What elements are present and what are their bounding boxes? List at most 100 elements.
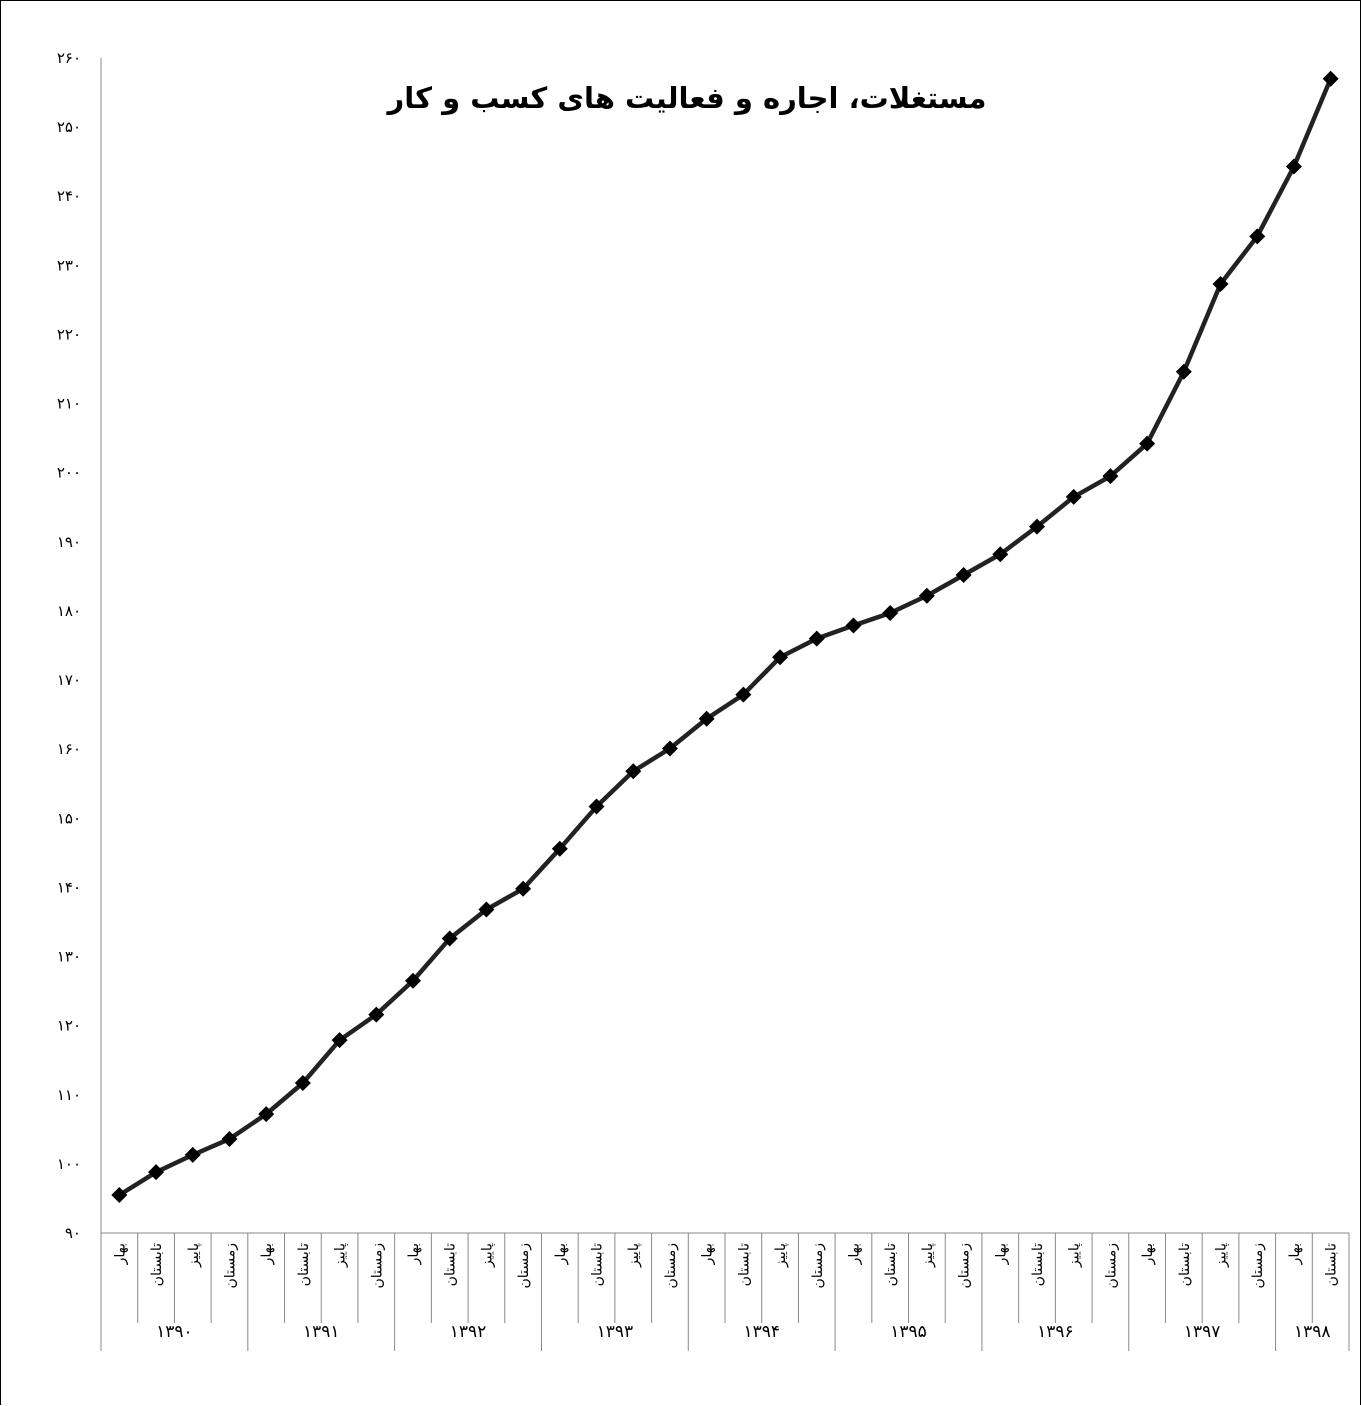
y-tick-label: ۱۷۰ [57,671,81,689]
data-point [294,1075,311,1092]
y-tick-label: ۲۵۰ [57,118,81,136]
y-tick-label: ۲۴۰ [57,187,81,205]
data-point [1065,488,1082,505]
data-point [992,546,1009,563]
x-tick-label-season: زمستان [957,1243,973,1289]
x-tick-label-season: بهار [700,1243,716,1265]
x-tick-label-season: تابستان [443,1243,459,1286]
x-tick-label-year: ۱۳۹۰ [156,1322,193,1342]
x-tick-label-year: ۱۳۹۱ [303,1322,340,1342]
x-tick-label-season: بهار [112,1243,128,1265]
data-point [1249,228,1266,245]
y-tick-labels: ۹۰ ۱۰۰ ۱۱۰ ۱۲۰ ۱۳۰ ۱۴۰ ۱۵۰ ۱۶۰ ۱۷۰ ۱۸۰ ۱۹۰ ۲۰۰ ۲۱۰ ۲۲… [57,49,81,1242]
y-tick-label: ۲۳۰ [57,256,81,274]
x-tick-label-season: پاییز [479,1243,495,1268]
chart-title: مستغلات، اجاره و فعالیت های کسب و کار [386,81,987,115]
y-tick-label: ۲۶۰ [57,49,81,67]
data-point [184,1146,201,1163]
x-tick-label-season: بهار [1140,1243,1156,1265]
x-tick-label-season: زمستان [1103,1243,1119,1289]
x-tick-label-season: زمستان [1250,1243,1266,1289]
y-tick-label: ۱۲۰ [57,1017,81,1035]
x-tick-label-season: تابستان [296,1243,312,1286]
x-tick-label-year: ۱۳۹۴ [743,1322,780,1342]
x-category-labels: بهار تابستان پاییز زمستان ۱۳۹۰ بهار تابستان پای… [100,1233,1350,1351]
x-tick-label-season: بهار [259,1243,275,1265]
x-tick-label-year: ۱۳۹۶ [1037,1322,1074,1342]
x-tick-label-season: تابستان [149,1243,165,1286]
data-point [1175,363,1192,380]
x-tick-label-season: تابستان [1030,1243,1046,1286]
x-tick-label-season: پاییز [626,1243,642,1268]
y-tick-label: ۱۱۰ [57,1086,81,1104]
data-point [368,1006,385,1023]
x-tick-label-season: زمستان [810,1243,826,1289]
x-tick-label-year: ۱۳۹۷ [1184,1322,1221,1342]
x-tick-label-season: زمستان [663,1243,679,1289]
data-point [551,840,568,857]
series-line [118,77,1333,1197]
data-point [405,972,421,989]
data-point [735,686,752,703]
data-point [1102,468,1119,485]
data-point [111,1186,128,1203]
x-tick-label-year: ۱۳۹۲ [450,1322,487,1342]
data-point [588,798,605,815]
data-point [331,1032,348,1049]
series [111,70,1339,1203]
data-point [661,740,678,757]
x-tick-label-season: تابستان [736,1243,752,1286]
x-tick-label-season: پاییز [186,1243,202,1268]
y-tick-label: ۱۰۰ [57,1155,81,1173]
y-tick-label: ۲۰۰ [57,464,81,482]
data-point [221,1131,238,1147]
x-tick-label-season: بهار [993,1243,1009,1265]
data-point [1322,70,1339,87]
x-tick-label-season: پاییز [1067,1243,1083,1268]
data-point [148,1164,165,1181]
x-tick-label-season: تابستان [1177,1243,1193,1286]
data-point [478,901,495,918]
data-point [808,630,825,647]
data-point [698,710,715,727]
data-point [1029,518,1045,535]
x-tick-label-season: پاییز [773,1243,789,1268]
x-tick-label-year: ۱۳۹۸ [1294,1322,1331,1342]
x-tick-label-season: زمستان [369,1243,385,1289]
x-tick-label-year: ۱۳۹۵ [890,1322,927,1342]
data-point [882,605,899,622]
y-tick-label: ۱۶۰ [57,740,81,758]
data-point [1139,435,1156,452]
x-tick-label-season: زمستان [222,1243,238,1289]
x-tick-label-season: بهار [406,1243,422,1265]
x-tick-label-season: تابستان [590,1243,606,1286]
y-tick-label: ۱۵۰ [57,809,81,827]
y-tick-label: ۱۸۰ [57,602,81,620]
y-tick-label: ۲۱۰ [57,395,81,413]
y-tick-label: ۱۴۰ [57,878,81,896]
data-point [515,880,532,897]
data-point [845,617,862,634]
data-point [1212,276,1229,293]
data-point [955,567,972,583]
y-tick-label: ۹۰ [65,1224,81,1242]
x-tick-label-season: پاییز [333,1243,349,1268]
x-tick-label-season: بهار [553,1243,569,1265]
x-tick-label-season: زمستان [516,1243,532,1289]
x-tick-label-year: ۱۳۹۳ [597,1322,634,1342]
x-tick-label-season: پاییز [1214,1243,1230,1268]
x-tick-label-season: بهار [1287,1243,1303,1265]
data-point [441,930,458,947]
y-tick-label: ۱۹۰ [57,533,81,551]
data-point [772,649,789,666]
axes [100,58,1349,1234]
x-tick-label-season: پاییز [920,1243,936,1268]
data-point [625,763,642,780]
data-point [258,1106,275,1123]
y-tick-label: ۲۲۰ [57,325,81,343]
x-tick-label-season: بهار [846,1243,862,1265]
x-tick-label-season: تابستان [883,1243,899,1286]
data-point [1285,158,1302,175]
